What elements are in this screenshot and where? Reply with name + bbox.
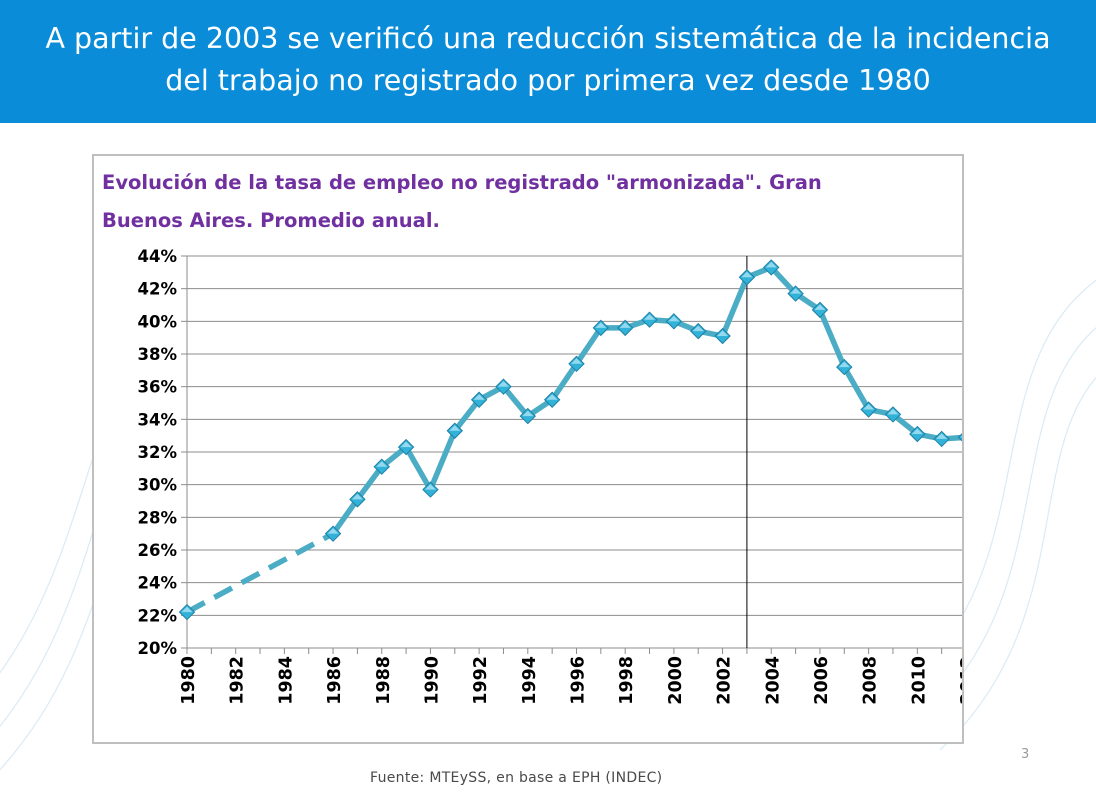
chart-title-line-2: Buenos Aires. Promedio anual. [102, 209, 440, 232]
data-point-marker [957, 433, 962, 442]
data-point-marker-highlight [644, 314, 656, 320]
data-point-marker-highlight [887, 408, 899, 415]
x-tick-label: 2000 [666, 656, 686, 705]
x-tick-label: 2004 [763, 656, 783, 705]
data-point-marker-highlight [327, 528, 339, 534]
y-tick-label: 34% [138, 410, 178, 429]
chart-title: Evolución de la tasa de empleo no regist… [102, 164, 952, 240]
data-point-marker-highlight [522, 410, 534, 417]
line-chart: 20% 22% 24% 26% 28% 30% 32% 34% 36% 38% 40% 42% 44% 1… [138, 247, 962, 705]
chart-container: Evolución de la tasa de empleo no regist… [92, 154, 964, 744]
data-point-marker-highlight [449, 425, 461, 431]
x-tick-label: 1988 [374, 656, 394, 705]
y-tick-label: 32% [138, 443, 178, 462]
x-tick-label: 1998 [617, 656, 637, 705]
data-point-marker-highlight [351, 493, 363, 500]
x-tick-label: 1992 [471, 656, 491, 705]
y-tick-label: 36% [138, 378, 178, 397]
x-tick-label: 2006 [812, 656, 832, 705]
data-point-marker-highlight [960, 435, 962, 438]
data-point-marker-highlight [765, 261, 777, 268]
data-point-marker-highlight [400, 441, 412, 448]
data-point-marker-highlight [424, 484, 436, 490]
data-point-marker-highlight [546, 394, 558, 400]
x-tick-label: 2002 [715, 656, 735, 705]
y-tick-label: 42% [138, 280, 178, 299]
data-point-marker-highlight [911, 428, 923, 435]
data-point-marker-highlight [376, 461, 388, 467]
y-tick-label: 20% [138, 639, 178, 658]
x-tick-label: 2010 [909, 656, 929, 705]
y-tick-label: 22% [138, 606, 178, 625]
data-point-marker-highlight [571, 358, 582, 364]
x-tick-label: 2008 [861, 656, 881, 705]
y-tick-label: 28% [138, 508, 178, 527]
data-point-marker-highlight [595, 322, 607, 328]
x-tick-label: 1980 [179, 656, 199, 705]
x-tick-label: 1996 [569, 656, 589, 705]
data-point-marker [641, 311, 658, 328]
data-point-marker-highlight [497, 381, 509, 387]
x-tick-label: 2012 [958, 656, 962, 705]
data-point-marker-highlight [717, 330, 729, 337]
data-point-marker-highlight [181, 606, 193, 613]
y-tick-label: 30% [138, 476, 178, 495]
page-number: 3 [1021, 747, 1030, 762]
chart-title-line-1: Evolución de la tasa de empleo no regist… [102, 171, 822, 194]
y-tick-label: 38% [138, 345, 178, 364]
series-dashed-line [185, 531, 335, 615]
x-tick-label: 1994 [520, 656, 540, 705]
y-tick-label: 44% [138, 247, 178, 266]
data-point-marker-highlight [692, 325, 704, 332]
data-point-marker-highlight [863, 404, 875, 410]
data-point-marker-highlight [668, 315, 680, 322]
x-tick-label: 1990 [422, 656, 442, 705]
y-tick-label: 40% [138, 312, 178, 331]
data-point-marker-highlight [838, 361, 850, 368]
y-tick-label: 26% [138, 541, 178, 560]
data-point-marker [495, 378, 512, 395]
slide-header: A partir de 2003 se verificó una reducci… [0, 0, 1096, 123]
data-point-marker-highlight [936, 433, 948, 439]
x-tick-label: 1986 [325, 656, 345, 705]
x-tick-label: 1984 [276, 656, 296, 705]
slide-title-line-2: del trabajo no registrado por primera ve… [165, 64, 931, 97]
data-point-marker-highlight [619, 322, 631, 328]
data-point-marker-highlight [741, 271, 753, 278]
data-point-marker-highlight [790, 288, 802, 294]
source-note: Fuente: MTEySS, en base a EPH (INDEC) [370, 770, 663, 786]
data-point-marker-highlight [473, 394, 485, 400]
slide-title-line-1: A partir de 2003 se verificó una reducci… [45, 22, 1051, 55]
data-point-marker [763, 259, 780, 276]
data-point-marker [738, 269, 756, 286]
y-tick-label: 24% [138, 574, 178, 593]
data-point-marker-highlight [814, 304, 826, 310]
x-tick-label: 1982 [228, 656, 248, 705]
